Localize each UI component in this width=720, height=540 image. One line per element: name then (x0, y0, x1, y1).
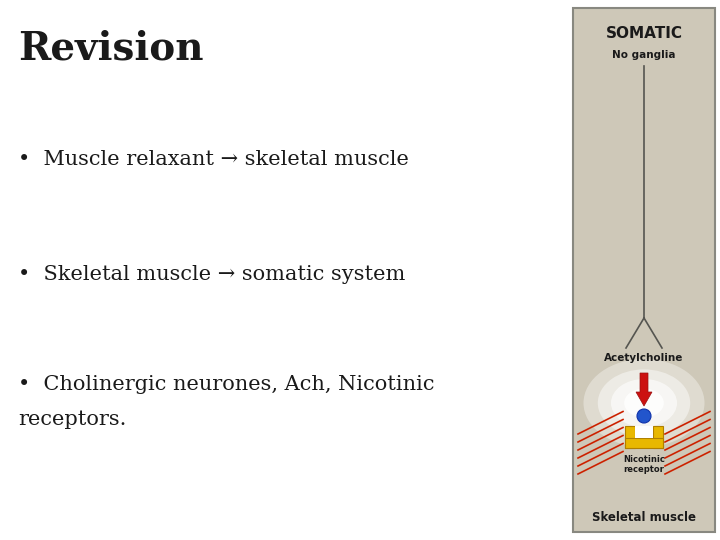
Ellipse shape (611, 379, 677, 427)
Text: Revision: Revision (18, 30, 204, 68)
Text: •  Muscle relaxant → skeletal muscle: • Muscle relaxant → skeletal muscle (18, 150, 409, 169)
Text: •  Cholinergic neurones, Ach, Nicotinic: • Cholinergic neurones, Ach, Nicotinic (18, 375, 434, 394)
Bar (625, 438, 663, 448)
Bar (573, 8, 715, 532)
Bar (625, 426, 635, 448)
Bar (653, 426, 663, 448)
Ellipse shape (583, 359, 704, 447)
Text: Acetylcholine: Acetylcholine (604, 353, 684, 363)
Text: Skeletal muscle: Skeletal muscle (592, 511, 696, 524)
Text: SOMATIC: SOMATIC (606, 26, 683, 41)
Bar (635, 426, 653, 438)
Text: •  Skeletal muscle → somatic system: • Skeletal muscle → somatic system (18, 265, 405, 284)
Circle shape (637, 409, 651, 423)
Text: receptors.: receptors. (18, 410, 127, 429)
Text: No ganglia: No ganglia (612, 50, 676, 60)
Ellipse shape (624, 389, 664, 417)
Polygon shape (636, 373, 652, 406)
Text: Nicotinic
receptor: Nicotinic receptor (623, 455, 665, 475)
Ellipse shape (598, 369, 690, 437)
